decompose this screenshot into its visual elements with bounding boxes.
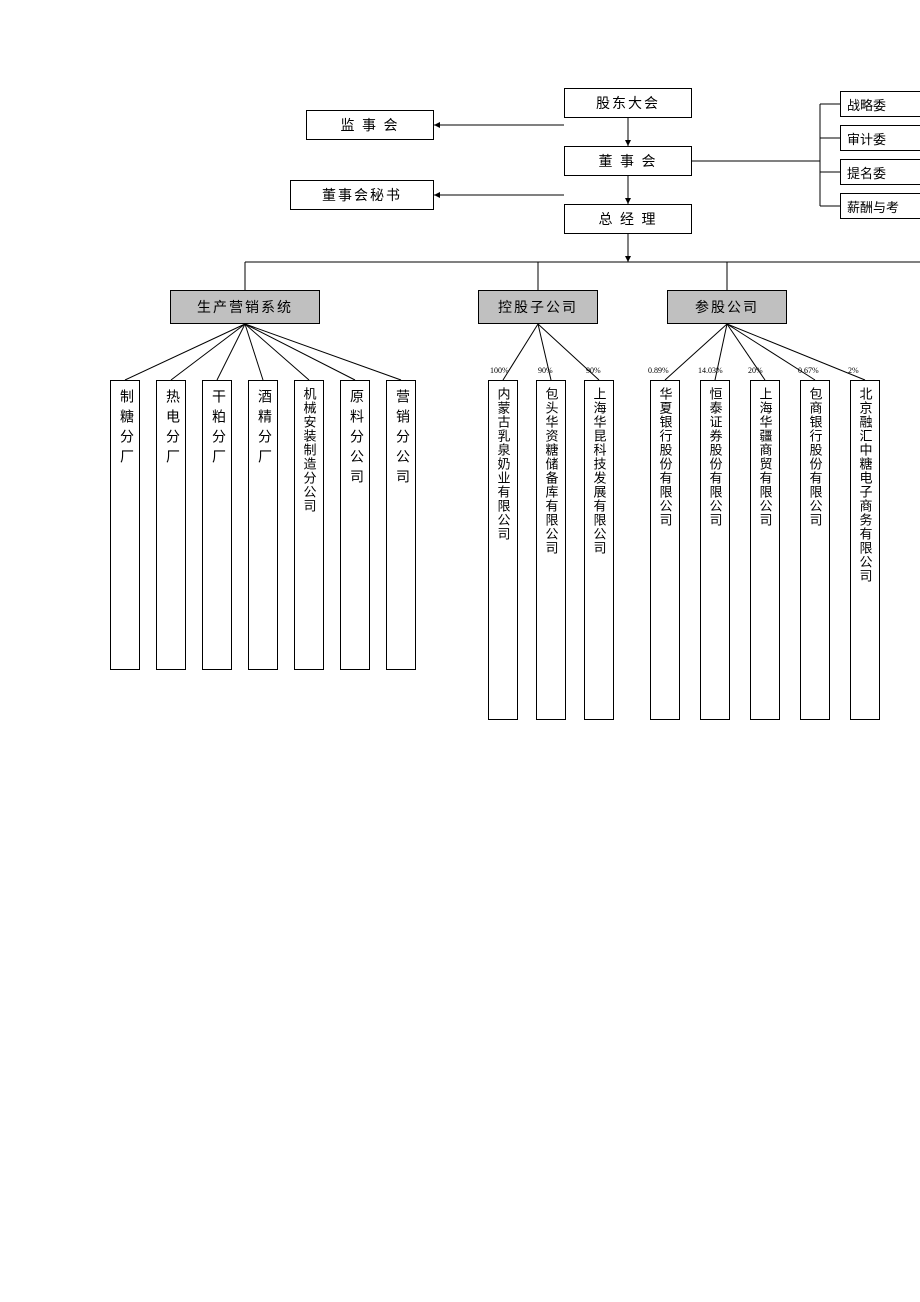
equity-pct-3: 0.67% <box>798 366 819 375</box>
node-board-of-directors: 董 事 会 <box>564 146 692 176</box>
equity-child-0: 华夏银行股份有限公司 <box>650 380 680 720</box>
node-committee-2: 提名委 <box>840 159 920 185</box>
node-committee-1: 审计委 <box>840 125 920 151</box>
prod-child-5: 原料分公司 <box>340 380 370 670</box>
group-holding-subsidiaries: 控股子公司 <box>478 290 598 324</box>
group-equity-companies: 参股公司 <box>667 290 787 324</box>
holding-pct-1: 90% <box>538 366 553 375</box>
equity-pct-2: 20% <box>748 366 763 375</box>
prod-child-3: 酒精分厂 <box>248 380 278 670</box>
holding-child-1: 包头华资糖储备库有限公司 <box>536 380 566 720</box>
group-production-sales: 生产营销系统 <box>170 290 320 324</box>
node-committee-3: 薪酬与考 <box>840 193 920 219</box>
holding-pct-0: 100% <box>490 366 509 375</box>
node-supervisory-board: 监 事 会 <box>306 110 434 140</box>
equity-pct-1: 14.03% <box>698 366 723 375</box>
prod-child-4: 机械安装制造分公司 <box>294 380 324 670</box>
equity-child-2: 上海华疆商贸有限公司 <box>750 380 780 720</box>
prod-child-2: 干粕分厂 <box>202 380 232 670</box>
equity-child-4: 北京融汇中糖电子商务有限公司 <box>850 380 880 720</box>
holding-child-2: 上海华昆科技发展有限公司 <box>584 380 614 720</box>
holding-child-0: 内蒙古乳泉奶业有限公司 <box>488 380 518 720</box>
equity-child-3: 包商银行股份有限公司 <box>800 380 830 720</box>
equity-child-1: 恒泰证券股份有限公司 <box>700 380 730 720</box>
node-board-secretary: 董事会秘书 <box>290 180 434 210</box>
holding-pct-2: 90% <box>586 366 601 375</box>
node-committee-0: 战略委 <box>840 91 920 117</box>
prod-child-1: 热电分厂 <box>156 380 186 670</box>
equity-pct-4: 2% <box>848 366 859 375</box>
equity-pct-0: 0.89% <box>648 366 669 375</box>
prod-child-0: 制糖分厂 <box>110 380 140 670</box>
prod-child-6: 营销分公司 <box>386 380 416 670</box>
node-general-manager: 总 经 理 <box>564 204 692 234</box>
node-shareholders: 股东大会 <box>564 88 692 118</box>
